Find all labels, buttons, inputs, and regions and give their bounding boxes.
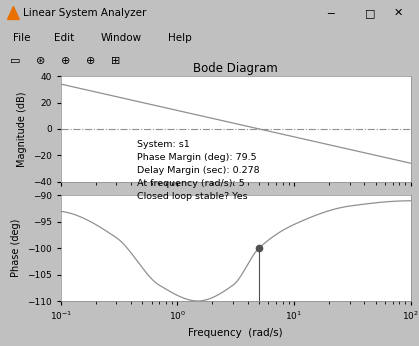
Text: ─: ─ — [327, 8, 334, 18]
Text: System: s1
Phase Margin (deg): 79.5
Delay Margin (sec): 0.278
At frequency (rad/: System: s1 Phase Margin (deg): 79.5 Dela… — [137, 140, 260, 201]
Text: Linear System Analyzer: Linear System Analyzer — [23, 8, 146, 18]
Text: Edit: Edit — [54, 33, 75, 43]
Text: ⊞: ⊞ — [111, 56, 120, 66]
Polygon shape — [8, 7, 19, 19]
Text: □: □ — [365, 8, 375, 18]
Y-axis label: Phase (deg): Phase (deg) — [11, 219, 21, 277]
Text: Window: Window — [101, 33, 142, 43]
Text: ⊛: ⊛ — [36, 56, 45, 66]
Text: ▭: ▭ — [10, 56, 21, 66]
Text: ⊕: ⊕ — [86, 56, 95, 66]
Text: ⊕: ⊕ — [61, 56, 70, 66]
Y-axis label: Magnitude (dB): Magnitude (dB) — [17, 91, 27, 167]
Text: File: File — [13, 33, 30, 43]
Text: ✕: ✕ — [394, 8, 403, 18]
X-axis label: Frequency  (rad/s): Frequency (rad/s) — [189, 328, 283, 338]
Title: Bode Diagram: Bode Diagram — [193, 62, 278, 75]
Text: Help: Help — [168, 33, 191, 43]
